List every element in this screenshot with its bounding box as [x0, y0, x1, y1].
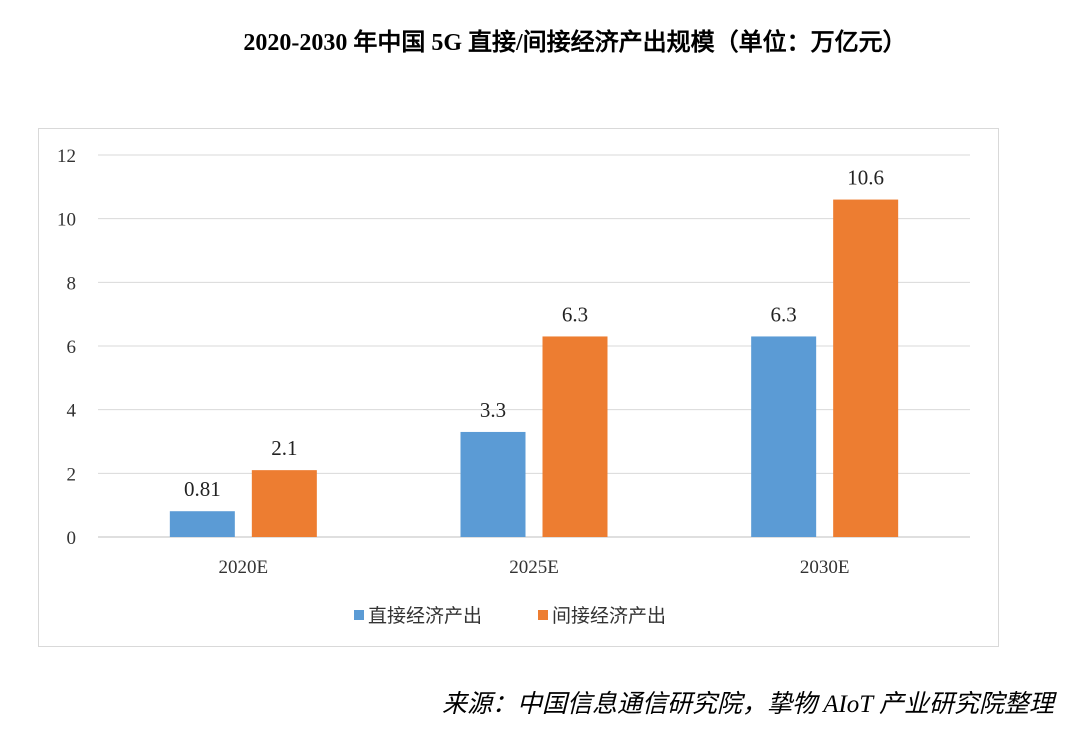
- bar-direct: [751, 336, 817, 537]
- data-label: 0.81: [184, 477, 221, 501]
- legend-item-direct: 直接经济产出: [354, 601, 482, 628]
- y-tick-label: 12: [57, 146, 76, 167]
- chart-frame: [38, 128, 999, 647]
- bar-direct: [169, 511, 235, 537]
- y-tick-label: 0: [67, 528, 77, 549]
- bar-direct: [460, 431, 526, 537]
- data-label: 6.3: [771, 302, 797, 326]
- chart-title: 2020-2030 年中国 5G 直接/间接经济产出规模（单位：万亿元）: [243, 30, 907, 56]
- y-tick-label: 4: [67, 401, 77, 422]
- data-label: 10.6: [847, 166, 884, 190]
- bar-indirect: [542, 336, 608, 537]
- y-tick-label: 2: [67, 464, 77, 485]
- bar-indirect: [251, 470, 317, 537]
- legend-label-direct: 直接经济产出: [368, 606, 483, 627]
- legend-label-indirect: 间接经济产出: [552, 606, 667, 627]
- legend-swatch-direct: [354, 609, 364, 620]
- x-tick-label: 2020E: [219, 557, 269, 578]
- data-label: 3.3: [480, 398, 506, 422]
- legend-item-indirect: 间接经济产出: [538, 601, 666, 628]
- y-tick-label: 6: [67, 337, 77, 358]
- x-tick-label: 2030E: [800, 557, 850, 578]
- x-tick-label: 2025E: [509, 557, 559, 578]
- legend-swatch-indirect: [538, 609, 548, 620]
- data-label: 6.3: [562, 302, 588, 326]
- y-tick-label: 10: [57, 210, 76, 231]
- y-tick-label: 8: [67, 273, 77, 294]
- data-label: 2.1: [271, 436, 297, 460]
- bar-indirect: [833, 199, 899, 538]
- source-note: 来源：中国信息通信研究院，挚物 AIoT 产业研究院整理: [441, 691, 1054, 718]
